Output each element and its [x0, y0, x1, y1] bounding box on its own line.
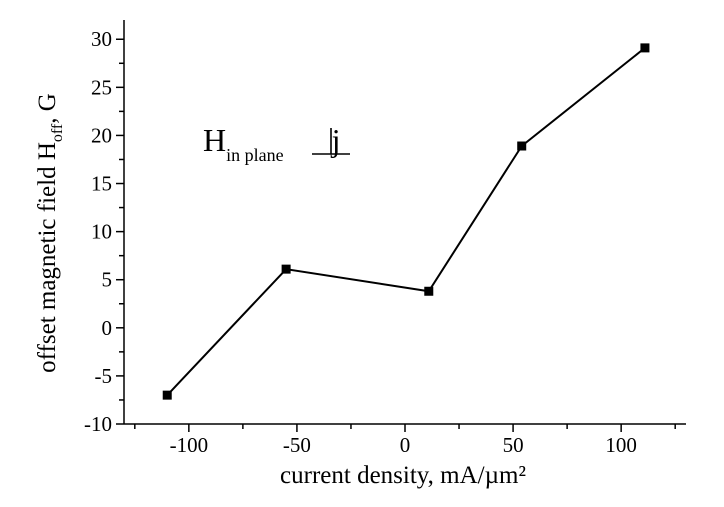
y-tick-label: -10 [84, 412, 112, 436]
y-tick-label: 5 [102, 268, 113, 292]
axes-frame [123, 20, 686, 425]
data-point-marker [640, 43, 650, 53]
annotation-label: Hin plane j [203, 122, 340, 165]
data-point-marker [281, 264, 291, 274]
data-point-marker [424, 286, 434, 296]
y-tick-label: 25 [91, 75, 112, 99]
y-tick-label: 20 [91, 123, 112, 147]
y-tick-label: 0 [102, 316, 113, 340]
y-axis-title: offset magnetic field Hoff, G [34, 93, 66, 373]
data-point-marker [517, 141, 527, 151]
x-tick-label: 50 [503, 433, 524, 457]
annotation-subscript: in plane [226, 145, 283, 165]
x-tick-label: 0 [400, 433, 411, 457]
x-tick-label: -50 [283, 433, 311, 457]
annotation-main: H [203, 122, 226, 158]
y-tick-label: -5 [95, 364, 113, 388]
data-series [162, 43, 650, 400]
data-point-marker [162, 390, 172, 400]
y-axis-title-main: offset magnetic field H [34, 142, 61, 373]
series-line [166, 47, 646, 396]
x-axis-ticks: -100 -50 0 50 100 [134, 424, 676, 457]
annotation-tail: j [331, 122, 341, 158]
y-axis-title-tail: , G [34, 93, 61, 124]
x-axis-title: current density, mA/µm² [280, 462, 526, 489]
perpendicular-symbol [312, 128, 350, 155]
y-axis-ticks: -10 -5 0 5 10 15 20 25 30 [84, 27, 124, 436]
y-tick-label: 30 [91, 27, 112, 51]
x-tick-label: 100 [605, 433, 637, 457]
y-axis-title-subscript: off [49, 123, 66, 142]
x-tick-label: -100 [170, 433, 209, 457]
y-tick-label: 15 [91, 172, 112, 196]
y-tick-label: 10 [91, 220, 112, 244]
